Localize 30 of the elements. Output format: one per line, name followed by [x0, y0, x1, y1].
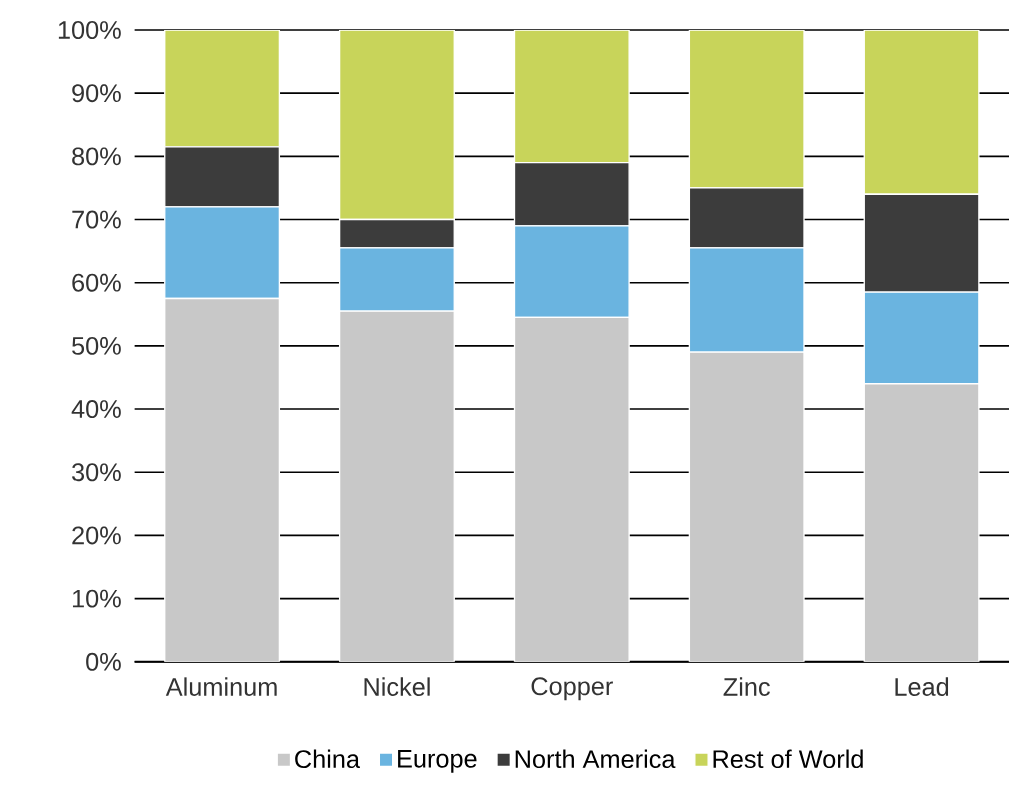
legend-label: North America: [515, 749, 676, 769]
bar: [688, 30, 805, 189]
y-tick-label: 50%: [72, 337, 121, 355]
bar: [513, 316, 630, 662]
x-tick-label: Aluminum: [165, 677, 277, 697]
bar: [688, 351, 805, 662]
bar: [164, 297, 281, 662]
x-tick-label: Copper: [531, 677, 613, 701]
y-tick-label: 10%: [72, 589, 121, 608]
bar: [338, 30, 455, 221]
y-tick-label: 90%: [72, 84, 121, 103]
x-tick-label: Zinc: [723, 677, 770, 697]
y-tick-label: 40%: [71, 400, 121, 419]
y-tick-label: 30%: [72, 463, 121, 482]
legend-label: Rest of World: [713, 749, 863, 769]
bar: [863, 383, 980, 662]
legend-label: China: [295, 749, 361, 769]
bar: [513, 30, 630, 164]
y-tick-label: 80%: [72, 147, 121, 166]
y-tick-label: 70%: [72, 210, 121, 229]
y-tick-label: 100%: [58, 21, 121, 40]
y-tick-label: 20%: [72, 526, 121, 545]
y-tick-label: 0%: [86, 652, 121, 671]
bar: [863, 30, 980, 196]
bar: [338, 310, 455, 662]
bar: [164, 30, 281, 148]
legend-label: Europe: [398, 750, 477, 773]
x-tick-label: Nickel: [364, 677, 430, 697]
x-tick-label: Lead: [895, 677, 949, 697]
y-tick-label: 60%: [72, 273, 121, 292]
